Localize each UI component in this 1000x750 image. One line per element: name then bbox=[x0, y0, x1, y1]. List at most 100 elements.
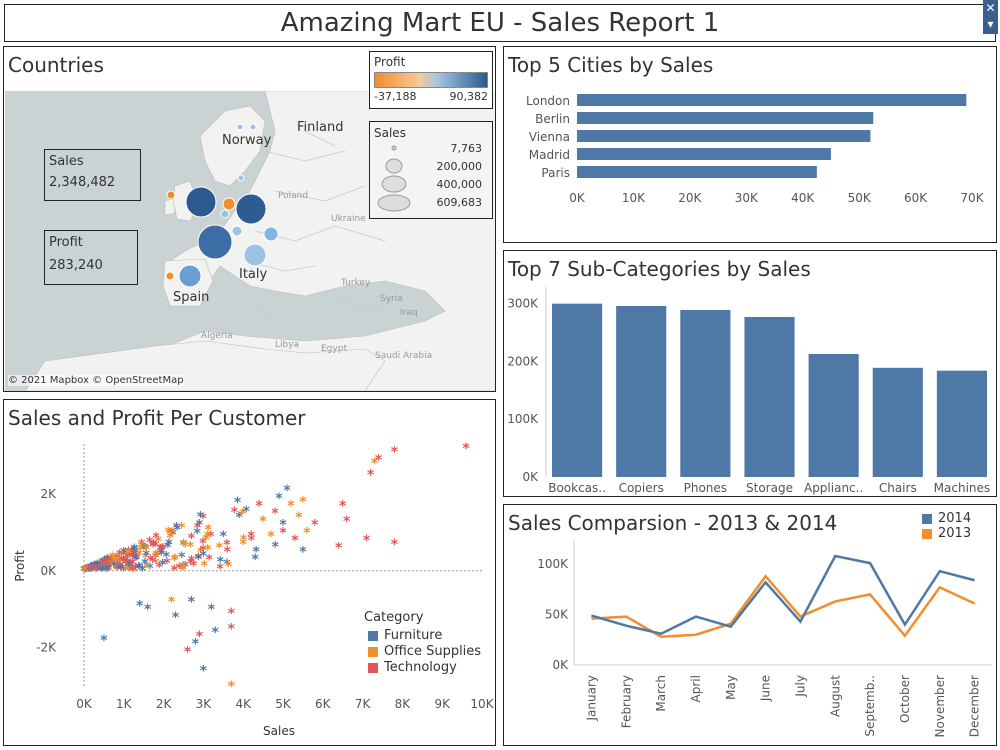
scatter-point: * bbox=[131, 542, 139, 558]
scatter-point: * bbox=[203, 533, 211, 549]
bubble-sweden[interactable] bbox=[249, 123, 257, 131]
scatter-point: * bbox=[104, 563, 112, 579]
bubble-uk[interactable] bbox=[185, 186, 217, 218]
scatter-point: * bbox=[371, 456, 379, 472]
scatter-point: * bbox=[124, 562, 132, 578]
scatter-point: * bbox=[143, 548, 151, 564]
scatter-point: * bbox=[100, 555, 108, 571]
bubble-portugal[interactable] bbox=[165, 271, 175, 281]
map-attribution[interactable]: © 2021 Mapbox © OpenStreetMap bbox=[8, 375, 184, 386]
scatter-point: * bbox=[84, 563, 92, 579]
scatter-point: * bbox=[131, 547, 139, 563]
y-tick-label: 2K bbox=[40, 487, 57, 501]
x-tick-label: 70K bbox=[960, 191, 984, 205]
scatter-point: * bbox=[81, 564, 89, 580]
scatter-point: * bbox=[114, 563, 122, 579]
scatter-point: * bbox=[100, 559, 108, 575]
scatter-point: * bbox=[194, 521, 202, 537]
bubble-germany[interactable] bbox=[235, 193, 267, 225]
legend-2014[interactable]: 2014 bbox=[922, 511, 971, 526]
bubble-switzerland[interactable] bbox=[231, 225, 243, 237]
bubble-norway[interactable] bbox=[236, 123, 244, 131]
map-label-turkey: Turkey bbox=[340, 278, 371, 288]
bubble-italy[interactable] bbox=[243, 243, 267, 267]
scatter-point: * bbox=[82, 563, 90, 579]
bubble-denmark[interactable] bbox=[237, 174, 245, 182]
comparison-panel: Sales Comparsion - 2013 & 2014 2014 2013… bbox=[503, 504, 997, 746]
bubble-belgium[interactable] bbox=[220, 209, 230, 219]
scatter-point: * bbox=[164, 540, 172, 556]
scatter-point: * bbox=[92, 562, 100, 578]
close-icon[interactable]: ✕ bbox=[985, 1, 996, 15]
scatter-point: * bbox=[132, 562, 140, 578]
sales-legend-entry: 200,000 bbox=[436, 160, 483, 173]
x-tick-label: 50K bbox=[848, 191, 872, 205]
scatter-point: * bbox=[160, 541, 168, 557]
scatter-point: * bbox=[172, 610, 180, 626]
scatter-point: * bbox=[92, 564, 100, 580]
scatter-point: * bbox=[106, 556, 114, 572]
scatter-point: * bbox=[115, 562, 123, 578]
scatter-point: * bbox=[136, 598, 144, 614]
scatter-point: * bbox=[90, 560, 98, 576]
subcategory-label: Chairs bbox=[879, 481, 917, 495]
scatter-point: * bbox=[131, 564, 139, 580]
scatter-point: * bbox=[196, 629, 204, 645]
scatter-point: * bbox=[104, 561, 112, 577]
subcategory-label: Machines bbox=[934, 481, 990, 495]
subcategory-label: Bookcas.. bbox=[548, 481, 606, 495]
city-label: Berlin bbox=[535, 112, 570, 126]
scatter-point: * bbox=[188, 594, 196, 610]
bubble-france[interactable] bbox=[197, 224, 233, 260]
scatter-point: * bbox=[184, 644, 192, 660]
y-axis-label: Profit bbox=[13, 550, 27, 582]
profit-legend-min: -37,188 bbox=[374, 90, 417, 103]
scatter-point: * bbox=[120, 548, 128, 564]
scatter-legend-title: Category bbox=[364, 610, 424, 625]
scatter-point: * bbox=[123, 556, 131, 572]
legend-technology[interactable]: Technology bbox=[364, 660, 481, 675]
scatter-point: * bbox=[120, 546, 128, 562]
profit-color-legend: Profit -37,188 90,382 bbox=[369, 51, 493, 109]
month-label: March bbox=[654, 675, 668, 712]
month-label: November bbox=[933, 675, 947, 737]
x-tick-label: 20K bbox=[678, 191, 702, 205]
countries-title: Countries bbox=[8, 53, 104, 77]
bubble-ireland[interactable] bbox=[166, 190, 176, 200]
scatter-point: * bbox=[158, 547, 166, 563]
scatter-point: * bbox=[212, 625, 220, 641]
subcategory-bar bbox=[552, 303, 603, 477]
subcategories-bar-chart: 0K 100K 200K 300K Bookcas.. Copiers Phones Stor… bbox=[507, 287, 990, 495]
map-label-norway: Norway bbox=[222, 133, 272, 148]
scatter-point: * bbox=[228, 621, 236, 637]
chevron-down-icon[interactable]: ▾ bbox=[987, 17, 994, 31]
scatter-point: * bbox=[83, 563, 91, 579]
scatter-point: * bbox=[287, 498, 295, 514]
scatter-point: * bbox=[136, 561, 144, 577]
legend-office-supplies[interactable]: Office Supplies bbox=[364, 644, 481, 659]
scatter-point: * bbox=[91, 559, 99, 575]
scatter-point: * bbox=[120, 555, 128, 571]
scatter-point: * bbox=[197, 509, 205, 525]
scatter-point: * bbox=[255, 498, 263, 514]
bubble-austria[interactable] bbox=[263, 226, 279, 242]
city-bar bbox=[577, 130, 871, 142]
scatter-point: * bbox=[81, 563, 89, 579]
window-controls[interactable]: ✕ ▾ bbox=[983, 0, 998, 34]
bubble-spain[interactable] bbox=[178, 264, 202, 288]
scatter-point: * bbox=[335, 541, 343, 557]
legend-furniture[interactable]: Furniture bbox=[364, 628, 481, 643]
scatter-point: * bbox=[149, 555, 157, 571]
scatter-point: * bbox=[207, 529, 215, 545]
scatter-point: * bbox=[303, 525, 311, 541]
bubble-netherlands[interactable] bbox=[222, 197, 236, 211]
scatter-point: * bbox=[116, 560, 124, 576]
total-profit-value: 283,240 bbox=[49, 258, 103, 273]
scatter-point: * bbox=[80, 564, 88, 580]
month-label: Septemb.. bbox=[863, 675, 877, 737]
scatter-point: * bbox=[113, 555, 121, 571]
legend-2013[interactable]: 2013 bbox=[922, 526, 971, 541]
scatter-point: * bbox=[271, 506, 279, 522]
scatter-point: * bbox=[120, 564, 128, 580]
scatter-point: * bbox=[220, 529, 228, 545]
